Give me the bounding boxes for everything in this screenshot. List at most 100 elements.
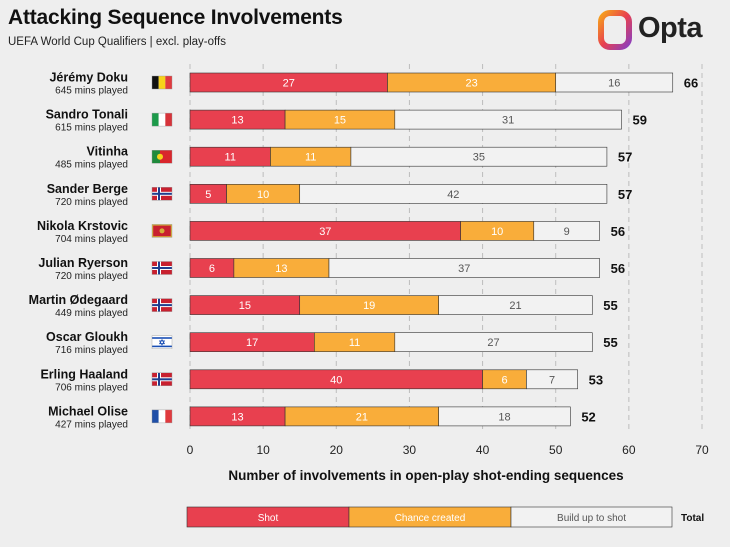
legend-label: Shot xyxy=(258,513,279,524)
x-tick-label: 70 xyxy=(695,443,709,457)
player-name: Erling Haaland xyxy=(40,367,128,381)
norway-flag xyxy=(151,187,173,201)
x-tick-label: 20 xyxy=(330,443,344,457)
bar-segment-build-up xyxy=(533,221,600,241)
player-name: Martin Ødegaard xyxy=(29,293,128,307)
x-tick-label: 40 xyxy=(476,443,490,457)
player-name: Sandro Tonali xyxy=(46,108,128,122)
player-minutes: 720 mins played xyxy=(55,197,128,208)
bar-total-label: 52 xyxy=(581,409,595,424)
player-minutes: 720 mins played xyxy=(55,271,128,282)
bar-value-label: 10 xyxy=(257,189,269,201)
bar-value-label: 27 xyxy=(487,337,499,349)
bar-value-label: 13 xyxy=(231,115,243,127)
player-minutes: 645 mins played xyxy=(55,86,128,97)
opta-logo: Opta xyxy=(598,10,723,50)
bar-value-label: 21 xyxy=(356,411,368,423)
player-minutes: 716 mins played xyxy=(55,345,128,356)
norway-flag xyxy=(151,372,173,386)
bar-value-label: 19 xyxy=(363,300,375,312)
bar-value-label: 37 xyxy=(458,263,470,275)
bar-segment-build-up xyxy=(438,295,593,315)
player-name: Michael Olise xyxy=(48,404,128,418)
norway-flag xyxy=(151,261,173,275)
bar-value-label: 7 xyxy=(549,374,555,386)
player-minutes: 449 mins played xyxy=(55,308,128,319)
bar-value-label: 35 xyxy=(473,152,485,164)
bar-value-label: 11 xyxy=(225,152,236,164)
player-name: Sander Berge xyxy=(47,182,128,196)
bar-value-label: 18 xyxy=(498,411,510,423)
bar-total-label: 55 xyxy=(603,335,617,350)
bar-value-label: 5 xyxy=(205,189,211,201)
montenegro-flag xyxy=(151,224,173,238)
norway-flag xyxy=(151,298,173,312)
bar-value-label: 9 xyxy=(564,226,570,238)
bar-total-label: 55 xyxy=(603,298,617,313)
bar-segment-build-up xyxy=(526,369,578,390)
bar-value-label: 16 xyxy=(608,78,620,90)
x-axis-label: Number of involvements in open-play shot… xyxy=(228,468,623,483)
x-tick-label: 0 xyxy=(187,443,194,457)
brand-name: Opta xyxy=(638,12,703,44)
x-tick-label: 30 xyxy=(403,443,417,457)
bar-value-label: 27 xyxy=(283,78,295,90)
player-minutes: 615 mins played xyxy=(55,123,128,134)
bar-value-label: 11 xyxy=(305,152,316,164)
legend-swatch-build-up xyxy=(510,506,673,528)
bar-value-label: 11 xyxy=(349,337,360,349)
belgium-flag xyxy=(151,75,173,90)
bar-total-label: 57 xyxy=(618,150,632,165)
player-name: Nikola Krstovic xyxy=(37,219,128,233)
bar-segment-build-up xyxy=(438,406,571,427)
bar-total-label: 56 xyxy=(611,261,625,276)
bar-value-label: 15 xyxy=(239,300,251,312)
bar-value-label: 13 xyxy=(275,263,287,275)
player-name: Vitinha xyxy=(87,145,129,159)
x-tick-label: 50 xyxy=(549,443,563,457)
player-minutes: 706 mins played xyxy=(55,382,128,393)
legend-label-total: Total xyxy=(681,513,704,524)
bar-value-label: 13 xyxy=(231,411,243,423)
x-tick-label: 60 xyxy=(622,443,636,457)
player-minutes: 427 mins played xyxy=(55,419,128,430)
opta-logo-icon xyxy=(598,10,632,50)
bar-total-label: 53 xyxy=(589,372,603,387)
bar-value-label: 6 xyxy=(501,374,507,386)
bar-total-label: 59 xyxy=(633,113,647,128)
player-name: Julian Ryerson xyxy=(38,256,128,270)
israel-flag xyxy=(151,335,173,349)
bar-value-label: 15 xyxy=(334,115,346,127)
legend-label: Chance created xyxy=(395,513,466,524)
bar-value-label: 17 xyxy=(246,337,258,349)
player-minutes: 704 mins played xyxy=(55,234,128,245)
bar-segment-build-up xyxy=(299,184,608,204)
player-minutes: 485 mins played xyxy=(55,160,128,171)
chart-title: Attacking Sequence Involvements xyxy=(8,6,343,29)
legend-label: Build up to shot xyxy=(557,513,626,524)
bar-segment-build-up xyxy=(350,146,608,167)
bar-value-label: 10 xyxy=(491,226,503,238)
x-tick-label: 10 xyxy=(256,443,270,457)
bar-segment-build-up xyxy=(394,109,622,130)
bar-segment-build-up xyxy=(555,72,674,93)
bar-value-label: 6 xyxy=(209,263,215,275)
italy-flag xyxy=(151,112,173,127)
bar-value-label: 42 xyxy=(447,189,459,201)
bar-value-label: 23 xyxy=(465,78,477,90)
bar-segment-build-up xyxy=(328,258,600,278)
bar-segment-build-up xyxy=(394,332,593,353)
france-flag xyxy=(151,409,173,424)
portugal-flag xyxy=(151,149,173,164)
bar-value-label: 40 xyxy=(330,374,342,386)
chart-subtitle: UEFA World Cup Qualifiers | excl. play-o… xyxy=(8,36,226,48)
bar-total-label: 57 xyxy=(618,187,632,202)
bar-value-label: 37 xyxy=(319,226,331,238)
bar-total-label: 66 xyxy=(684,76,698,91)
bar-value-label: 21 xyxy=(509,300,521,312)
bar-total-label: 56 xyxy=(611,224,625,239)
player-name: Oscar Gloukh xyxy=(46,330,128,344)
bar-value-label: 31 xyxy=(502,115,514,127)
player-name: Jérémy Doku xyxy=(49,71,128,85)
